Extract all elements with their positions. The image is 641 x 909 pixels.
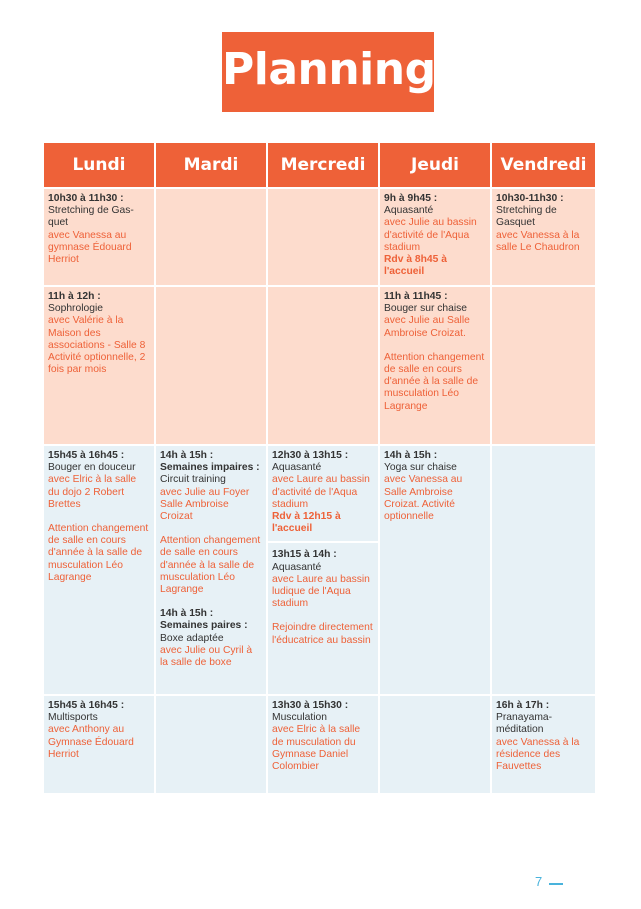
- cell-jeudi-row3: 14h à 15h : Yoga sur chaise avec Vanessa…: [380, 446, 490, 694]
- slot-time: 11h à 11h45 :: [384, 291, 448, 302]
- cell-vendredi-row4: 16h à 17h : Pranayama-méditation avec Va…: [492, 696, 595, 793]
- schedule-row: 15h45 à 16h45 : Bouger en douceur avec E…: [44, 446, 595, 694]
- slot-activity: Stretching de Gas-quet: [48, 205, 134, 229]
- slot-activity: Stretching de Gasquet: [496, 205, 557, 229]
- cell-mercredi-row3: 12h30 à 13h15 : Aquasanté avec Laure au …: [268, 446, 378, 694]
- slot-time: 12h30 à 13h15 :: [272, 450, 349, 461]
- slot-note: Attention changement de salle en cours d…: [160, 535, 261, 596]
- slot-week: Semaines paires :: [160, 620, 248, 632]
- slot-info: avec Laure au bassin d'activité de l'Aqu…: [272, 474, 370, 510]
- cell-vendredi-row3: [492, 446, 595, 694]
- day-header-jeudi: Jeudi: [380, 143, 490, 187]
- slot-note: Attention changement de salle en cours d…: [384, 351, 485, 412]
- slot-time: 15h45 à 16h45 :: [48, 450, 125, 461]
- slot-time: 14h à 15h :: [160, 450, 214, 461]
- slot-info: avec Julie ou Cyril à la salle de boxe: [160, 644, 253, 669]
- slot-time: 14h à 15h :: [384, 450, 438, 461]
- title-banner: Planning: [222, 32, 436, 112]
- page-title: Planning: [222, 44, 436, 95]
- slot-info: avec Julie au Foyer Salle Ambroise Croiz…: [160, 486, 250, 523]
- slot-info: avec Elric à la salle du dojo 2 Robert B…: [48, 474, 137, 510]
- slot-activity: Aquasanté: [384, 205, 434, 217]
- cell-jeudi-row2: 11h à 11h45 : Bouger sur chaise avec Jul…: [380, 287, 490, 444]
- cell-vendredi-row1: 10h30-11h30 : Stretching de Gasquet avec…: [492, 189, 595, 285]
- cell-lundi-row2: 11h à 12h : Sophrologie avec Valérie à l…: [44, 287, 154, 444]
- planning-table: Lundi Mardi Mercredi Jeudi Vendredi 10h3…: [42, 141, 597, 795]
- schedule-row: 11h à 12h : Sophrologie avec Valérie à l…: [44, 287, 595, 444]
- slot-block: 12h30 à 13h15 : Aquasanté avec Laure au …: [268, 446, 378, 544]
- slot-time: 10h30-11h30 :: [496, 193, 564, 204]
- slot-activity: Circuit training: [160, 474, 226, 486]
- day-header-mercredi: Mercredi: [268, 143, 378, 187]
- cell-jeudi-row4: [380, 696, 490, 793]
- slot-note: Attention changement de salle en cours d…: [48, 523, 149, 583]
- slot-time: 14h à 15h :: [160, 608, 214, 620]
- schedule-row: 10h30 à 11h30 : Stretching de Gas-quet a…: [44, 189, 595, 285]
- slot-activity: Aquasanté: [272, 462, 322, 474]
- cell-mardi-row4: [156, 696, 266, 793]
- slot-info: avec Vanessa à la salle Le Chaudron: [496, 229, 580, 253]
- slot-time: 13h30 à 15h30 :: [272, 700, 349, 711]
- slot-info: avec Julie au Salle Ambroise Croizat.: [384, 315, 470, 339]
- day-header-mardi: Mardi: [156, 143, 266, 187]
- cell-jeudi-row1: 9h à 9h45 : Aquasanté avec Julie au bass…: [380, 189, 490, 285]
- cell-lundi-row4: 15h45 à 16h45 : Multisports avec Anthony…: [44, 696, 154, 793]
- slot-info: avec Anthony au Gymnase Édouard Herriot: [48, 724, 134, 760]
- slot-note: Rejoindre directement l'éducatrice au ba…: [272, 622, 373, 646]
- days-header-row: Lundi Mardi Mercredi Jeudi Vendredi: [44, 143, 595, 187]
- slot-activity: Aquasanté: [272, 561, 322, 573]
- slot-time: 9h à 9h45 :: [384, 193, 438, 204]
- cell-lundi-row3: 15h45 à 16h45 : Bouger en douceur avec E…: [44, 446, 154, 694]
- cell-vendredi-row2: [492, 287, 595, 444]
- slot-activity: Bouger sur chaise: [384, 303, 467, 315]
- slot-activity: Musculation: [272, 712, 327, 724]
- slot-info: avec Vanessa à la résidence des Fauvette…: [496, 736, 580, 773]
- cell-lundi-row1: 10h30 à 11h30 : Stretching de Gas-quet a…: [44, 189, 154, 285]
- slot-info: avec Elric à la salle de musculation du …: [272, 724, 361, 773]
- cell-mercredi-row2: [268, 287, 378, 444]
- slot-block: 13h15 à 14h : Aquasanté avec Laure au ba…: [272, 543, 374, 646]
- slot-time: 16h à 17h :: [496, 700, 550, 711]
- slot-info: avec Vanessa au Salle Ambroise Croizat. …: [384, 474, 463, 523]
- slot-activity: Sophrologie: [48, 303, 103, 315]
- cell-mercredi-row1: [268, 189, 378, 285]
- slot-time: 15h45 à 16h45 :: [48, 700, 125, 711]
- slot-rdv: Rdv à 8h45 à l'accueil: [384, 254, 447, 278]
- slot-time: 11h à 12h :: [48, 291, 101, 302]
- page-number-dash: [549, 883, 563, 885]
- slot-time: 13h15 à 14h :: [272, 549, 337, 561]
- slot-info: avec Laure au bassin ludique de l'Aqua s…: [272, 573, 370, 610]
- slot-time: 10h30 à 11h30 :: [48, 193, 124, 204]
- slot-info: avec Vanessa au gymnase Édouard Herriot: [48, 229, 132, 266]
- cell-mardi-row3: 14h à 15h : Semaines impaires : Circuit …: [156, 446, 266, 694]
- slot-activity: Boxe adaptée: [160, 632, 224, 644]
- slot-activity: Multisports: [48, 712, 98, 724]
- slot-activity: Yoga sur chaise: [384, 462, 457, 474]
- slot-rdv: Rdv à 12h15 à l'accueil: [272, 511, 341, 535]
- day-header-vendredi: Vendredi: [492, 143, 595, 187]
- slot-activity: Pranayama-méditation: [496, 712, 553, 736]
- cell-mardi-row1: [156, 189, 266, 285]
- cell-mardi-row2: [156, 287, 266, 444]
- slot-week: Semaines impaires :: [160, 462, 260, 474]
- slot-info: avec Julie au bassin d'activité de l'Aqu…: [384, 217, 477, 253]
- slot-activity: Bouger en douceur: [48, 462, 136, 474]
- cell-mercredi-row4: 13h30 à 15h30 : Musculation avec Elric à…: [268, 696, 378, 793]
- page-number: 7: [535, 874, 543, 889]
- slot-info: avec Valérie à la Maison des association…: [48, 315, 146, 376]
- schedule-row: 15h45 à 16h45 : Multisports avec Anthony…: [44, 696, 595, 793]
- day-header-lundi: Lundi: [44, 143, 154, 187]
